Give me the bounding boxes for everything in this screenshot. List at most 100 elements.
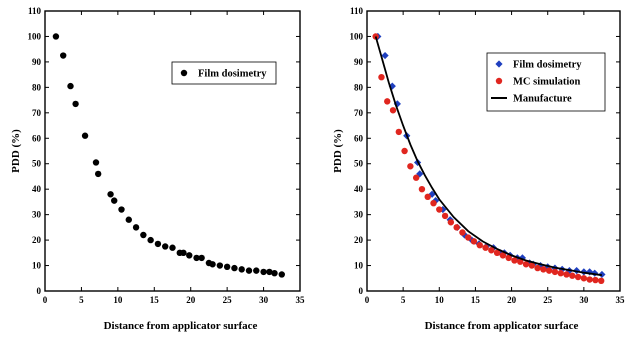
x-tick-label: 5 (401, 295, 406, 305)
data-point (534, 264, 541, 272)
data-point (381, 51, 389, 60)
data-point (245, 267, 253, 274)
data-point (418, 185, 426, 193)
y-tick-label: 50 (32, 159, 42, 169)
data-point (278, 271, 285, 278)
legend-box (171, 61, 277, 85)
y-tick-label: 100 (28, 31, 42, 41)
x-tick-label: 25 (543, 295, 553, 305)
x-tick-label: 30 (259, 295, 269, 305)
x-tick-label: 20 (186, 295, 196, 305)
data-point (238, 266, 245, 273)
legend-marker (180, 69, 188, 77)
y-tick-label: 100 (350, 31, 364, 41)
x-tick-label: 10 (435, 295, 445, 305)
series-mc-simulation (372, 33, 605, 285)
data-point (67, 82, 74, 90)
data-point (528, 262, 536, 269)
data-point (209, 261, 216, 268)
chart-panel-1: 0 5 10 15 20 25 30 35 0 10 20 30 40 50 60 70 80 90 100 110 D… (10, 6, 305, 332)
y-tick-label: 60 (32, 133, 42, 143)
data-point (569, 272, 576, 279)
x-tick-label: 20 (507, 295, 517, 305)
y-tick-label: 90 (354, 57, 364, 67)
data-point (545, 267, 553, 274)
data-point (476, 241, 483, 249)
data-point (223, 263, 231, 271)
data-point (407, 163, 414, 170)
data-point (470, 238, 478, 245)
data-point (598, 277, 605, 285)
y-tick-label: 90 (32, 57, 42, 67)
y-tick-label: 10 (32, 261, 42, 271)
data-point (186, 252, 193, 259)
data-point (193, 254, 200, 262)
y-tick-label: 0 (359, 286, 364, 296)
data-point (72, 100, 79, 108)
legend-marker (495, 77, 503, 85)
y-tick-label: 80 (32, 82, 42, 92)
legend-box (486, 52, 606, 112)
data-point (586, 268, 594, 276)
data-point (436, 206, 443, 213)
data-point (198, 254, 205, 262)
data-point (92, 159, 100, 166)
y-tick-label: 70 (32, 108, 42, 118)
data-point (107, 191, 114, 198)
series-film-dosimetry (52, 33, 285, 278)
data-point (557, 269, 564, 277)
y-tick-label: 0 (37, 286, 42, 296)
x-tick-label: 35 (296, 295, 306, 305)
data-point (378, 73, 385, 81)
legend-label: MC simulation (513, 77, 581, 88)
data-point (389, 107, 397, 114)
data-point (439, 205, 447, 214)
data-point (580, 275, 588, 282)
y-tick-label: 40 (32, 184, 42, 194)
data-point (499, 252, 507, 259)
data-point (505, 254, 512, 262)
data-point (231, 264, 238, 272)
data-point (253, 267, 260, 274)
data-point (260, 268, 267, 276)
data-point (563, 271, 570, 278)
data-point (125, 216, 132, 223)
x-tick-label: 10 (113, 295, 123, 305)
data-point (81, 132, 89, 139)
data-point (551, 268, 559, 276)
data-point (401, 147, 408, 155)
x-axis-label: Distance from applicator surface (104, 320, 258, 332)
data-point (216, 262, 224, 269)
data-point (574, 273, 582, 281)
x-tick-label: 35 (616, 295, 626, 305)
data-point (540, 266, 547, 273)
x-tick-label: 15 (471, 295, 481, 305)
x-tick-label: 0 (43, 295, 48, 305)
data-point (412, 174, 420, 181)
plot-frame (366, 10, 621, 292)
data-point (488, 247, 495, 254)
data-point (180, 249, 187, 257)
y-tick-label: 20 (354, 235, 364, 245)
data-point (395, 128, 403, 136)
data-point (482, 244, 489, 251)
y-tick-label: 70 (354, 108, 364, 118)
y-tick-label: 110 (28, 6, 42, 16)
data-point (416, 170, 424, 178)
data-point (430, 199, 437, 207)
data-point (147, 236, 154, 244)
legend-marker (495, 60, 503, 68)
y-axis-label: PDD (%) (332, 129, 344, 173)
data-point (384, 98, 391, 105)
y-tick-label: 110 (350, 6, 364, 16)
data-point (266, 268, 273, 276)
data-point (271, 269, 278, 277)
data-point (517, 258, 524, 265)
data-point (118, 206, 125, 213)
data-point (441, 212, 449, 220)
plot-frame (44, 10, 301, 292)
data-point (60, 52, 67, 59)
data-point (111, 197, 118, 204)
data-point (518, 254, 527, 262)
